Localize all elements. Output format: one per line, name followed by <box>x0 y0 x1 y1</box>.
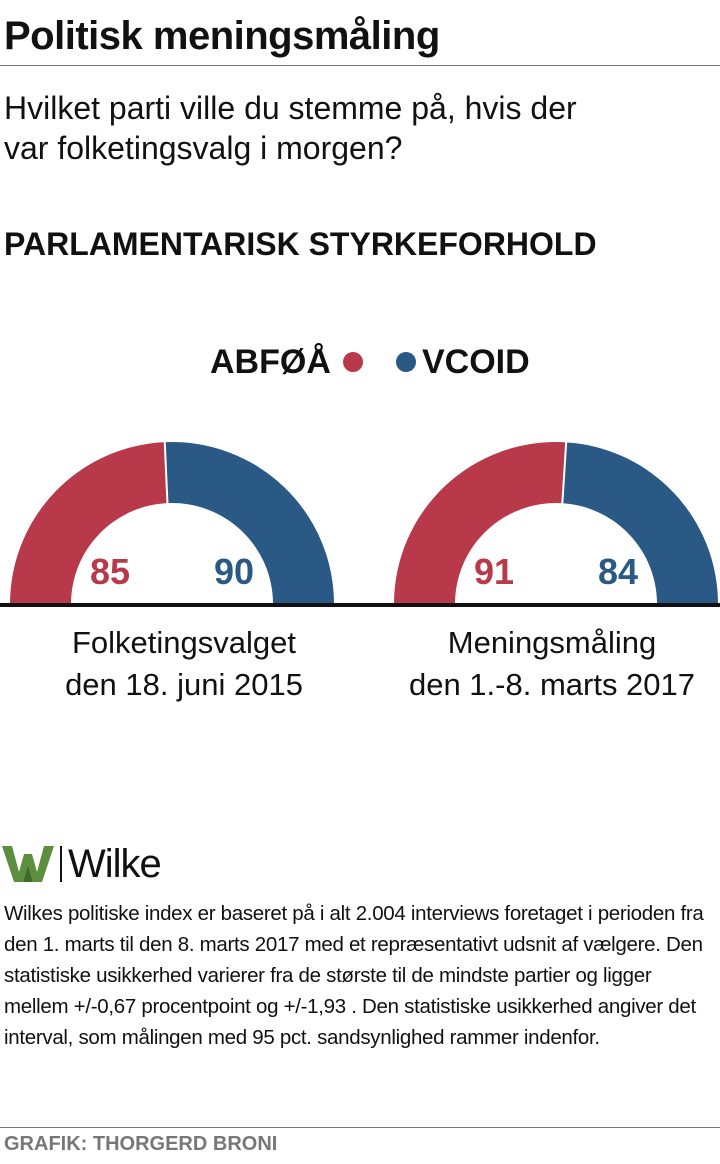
logo-text: Wilke <box>68 841 162 886</box>
caption-2017-line-1: Meningsmåling <box>447 625 657 660</box>
logo-separator <box>60 846 62 882</box>
legend-item-vcoid: VCOID <box>396 340 530 384</box>
value-label-2017-abfoa: 91 <box>474 551 514 592</box>
question-line-2: var folketingsvalg i morgen? <box>4 130 403 166</box>
legend-dot-abfoa <box>342 352 363 372</box>
value-label-2015-abfoa: 85 <box>90 551 130 592</box>
chart-legend: ABFØÅ VCOID <box>0 340 720 384</box>
legend-label-vcoid: VCOID <box>422 342 530 381</box>
footer-divider <box>0 1127 720 1128</box>
legend-label-abfoa: ABFØÅ <box>210 342 331 381</box>
wilke-logo: Wilke <box>2 841 162 886</box>
slice-2017-vcoid <box>562 442 718 604</box>
legend-dot-vcoid <box>396 352 416 372</box>
legend-item-abfoa: ABFØÅ <box>210 340 363 384</box>
title-divider <box>0 65 720 66</box>
slice-2015-abfoa <box>10 442 168 604</box>
slice-divider <box>163 441 169 505</box>
caption-2017-line-2: den 1.-8. marts 2017 <box>408 667 696 702</box>
chart-caption-2017: Meningsmåling den 1.-8. marts 2017 <box>382 622 720 706</box>
question-line-1: Hvilket parti ville du stemme på, hvis d… <box>4 90 577 126</box>
graphic-credit: GRAFIK: THORGERD BRONI <box>4 1133 278 1155</box>
value-label-2017-vcoid: 84 <box>598 551 638 592</box>
semicircle-charts: 85 90 91 84 <box>0 441 720 607</box>
chart-title: PARLAMENTARISK STYRKEFORHOLD <box>4 226 597 262</box>
survey-question: Hvilket parti ville du stemme på, hvis d… <box>4 88 704 168</box>
caption-2015-line-1: Folketingsvalget <box>71 625 296 660</box>
page-title: Politisk meningsmåling <box>4 14 440 58</box>
value-label-2015-vcoid: 90 <box>214 551 254 592</box>
slice-2017-abfoa <box>394 442 567 604</box>
chart-baseline <box>0 603 720 607</box>
slice-2015-vcoid <box>164 442 334 604</box>
wilke-w-icon <box>2 846 54 882</box>
methodology-note: Wilkes politiske index er baseret på i a… <box>4 902 704 1049</box>
slice-divider <box>561 441 568 505</box>
caption-2015-line-2: den 18. juni 2015 <box>65 667 303 702</box>
chart-caption-2015: Folketingsvalget den 18. juni 2015 <box>14 622 354 706</box>
